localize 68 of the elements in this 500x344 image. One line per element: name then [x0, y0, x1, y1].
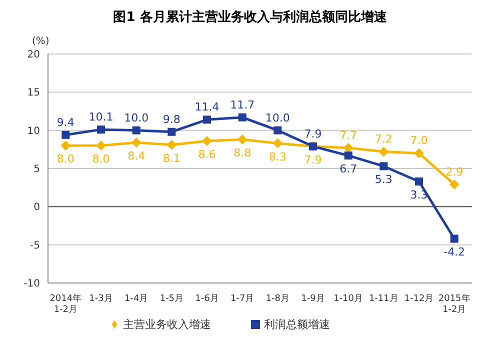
- data-label: 7.7: [340, 128, 358, 142]
- point: [343, 142, 354, 153]
- data-label: 10.0: [265, 111, 290, 124]
- point: [414, 148, 424, 158]
- data-label: -4.2: [444, 246, 466, 259]
- point: [449, 180, 460, 190]
- data-label: 7.0: [410, 134, 428, 148]
- x-tick-label: 1-9月: [301, 294, 325, 304]
- point: [132, 126, 140, 134]
- point: [380, 162, 388, 170]
- point: [166, 140, 177, 150]
- legend-label: 利润总额增速: [264, 318, 330, 331]
- point: [415, 177, 423, 186]
- data-label: 8.4: [128, 150, 146, 163]
- point: [96, 140, 106, 151]
- x-tick-label: 1-8月: [266, 294, 290, 304]
- y-tick-label: -10: [24, 278, 40, 290]
- point: [378, 146, 389, 157]
- data-label: 7.9: [304, 127, 322, 140]
- data-label: 8.0: [92, 152, 110, 166]
- y-axis-title: (%): [32, 36, 50, 47]
- data-label: 8.1: [162, 152, 180, 165]
- point: [238, 113, 246, 122]
- x-tick-label: 2014年 1-2月: [50, 293, 82, 315]
- data-label: 9.8: [162, 112, 180, 126]
- point: [203, 116, 211, 124]
- data-label: 11.4: [194, 100, 220, 114]
- x-tick-label: 2015年 1-2月: [438, 293, 470, 315]
- chart-title: 图1 各月累计主营业务收入与利润总额同比增速: [112, 8, 388, 27]
- point: [272, 138, 283, 148]
- data-label: 10.0: [124, 111, 149, 124]
- x-tick-label: 1-6月: [195, 294, 219, 304]
- point: [450, 234, 458, 243]
- point: [168, 128, 176, 136]
- x-tick-label: 1-7月: [230, 294, 254, 304]
- y-tick-label: -5: [30, 240, 40, 252]
- x-tick-label: 1-5月: [160, 294, 184, 304]
- y-tick-label: 0: [34, 202, 40, 214]
- data-label: 8.6: [198, 148, 216, 162]
- x-tick-label: 1-11月: [368, 294, 398, 304]
- data-label: 5.3: [374, 173, 392, 186]
- point: [131, 138, 142, 148]
- x-tick-label: 1-10月: [334, 294, 364, 304]
- point: [60, 140, 71, 151]
- legend-label: 主营业务收入增速: [123, 318, 211, 331]
- x-tick-label: 1-3月: [89, 294, 113, 304]
- y-tick-label: 15: [27, 88, 40, 99]
- point: [237, 134, 248, 144]
- data-label: 8.8: [234, 146, 252, 160]
- data-label: 9.4: [56, 116, 74, 129]
- data-label: 6.7: [340, 162, 358, 176]
- data-label: 10.1: [88, 110, 114, 124]
- y-tick-label: 20: [27, 50, 40, 61]
- x-tick-label: 1-4月: [124, 294, 148, 304]
- data-label: 8.0: [56, 152, 74, 166]
- y-tick-label: 5: [34, 164, 40, 176]
- point: [344, 152, 352, 160]
- y-tick-label: 10: [27, 126, 40, 137]
- point: [202, 136, 212, 146]
- data-label: 7.9: [304, 153, 322, 166]
- x-tick-label: 1-12月: [404, 294, 434, 304]
- data-label: 7.2: [374, 132, 392, 146]
- point: [274, 126, 282, 134]
- point: [97, 126, 105, 134]
- data-label: 8.3: [268, 150, 286, 164]
- data-label: 2.9: [446, 166, 464, 179]
- data-label: 11.7: [230, 98, 255, 112]
- point: [62, 130, 70, 139]
